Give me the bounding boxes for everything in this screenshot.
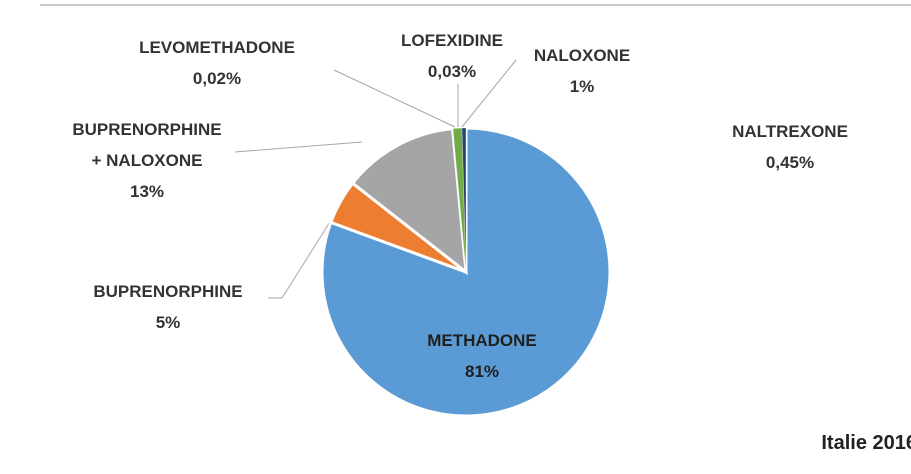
slices — [320, 126, 612, 418]
value-label: 1% — [569, 77, 595, 96]
value-label: 81% — [464, 362, 500, 381]
leader-line — [234, 141, 363, 153]
slice-label: NALOXONE 1% — [502, 40, 662, 102]
pie-slice — [350, 126, 468, 276]
value-label: 13% — [129, 182, 165, 201]
value-label: 0,02% — [192, 69, 242, 88]
slice-label: BUPRENORPHINE 5% — [58, 276, 278, 338]
leader-line — [268, 205, 341, 299]
pie-slice — [320, 126, 612, 418]
slice-label: LEVOMETHADONE 0,02% — [107, 32, 327, 94]
category-label: NALOXONE — [533, 46, 631, 65]
slice-label: LOFEXIDINE 0,03% — [372, 25, 532, 87]
category-label: NALTREXONE — [732, 122, 848, 141]
pie-slice — [461, 127, 467, 273]
value-label: 0,03% — [427, 62, 477, 81]
category-label: BUPRENORPHINE + NALOXONE — [72, 120, 222, 170]
slice-label: NALTREXONE 0,45% — [700, 116, 880, 178]
category-label: BUPRENORPHINE — [93, 282, 243, 301]
category-label: METHADONE — [427, 331, 537, 350]
leader-line — [461, 59, 517, 128]
annotation: Italie 2016 — [821, 432, 911, 454]
slice-label: METHADONE 81% — [382, 325, 582, 387]
value-label: 5% — [155, 313, 181, 332]
category-label: LOFEXIDINE — [400, 31, 503, 50]
category-label: LEVOMETHADONE — [139, 38, 295, 57]
value-label: 0,45% — [765, 153, 815, 172]
leader-lines — [234, 59, 517, 299]
leader-line — [333, 69, 456, 128]
slice-label: BUPRENORPHINE + NALOXONE 13% — [57, 114, 237, 207]
